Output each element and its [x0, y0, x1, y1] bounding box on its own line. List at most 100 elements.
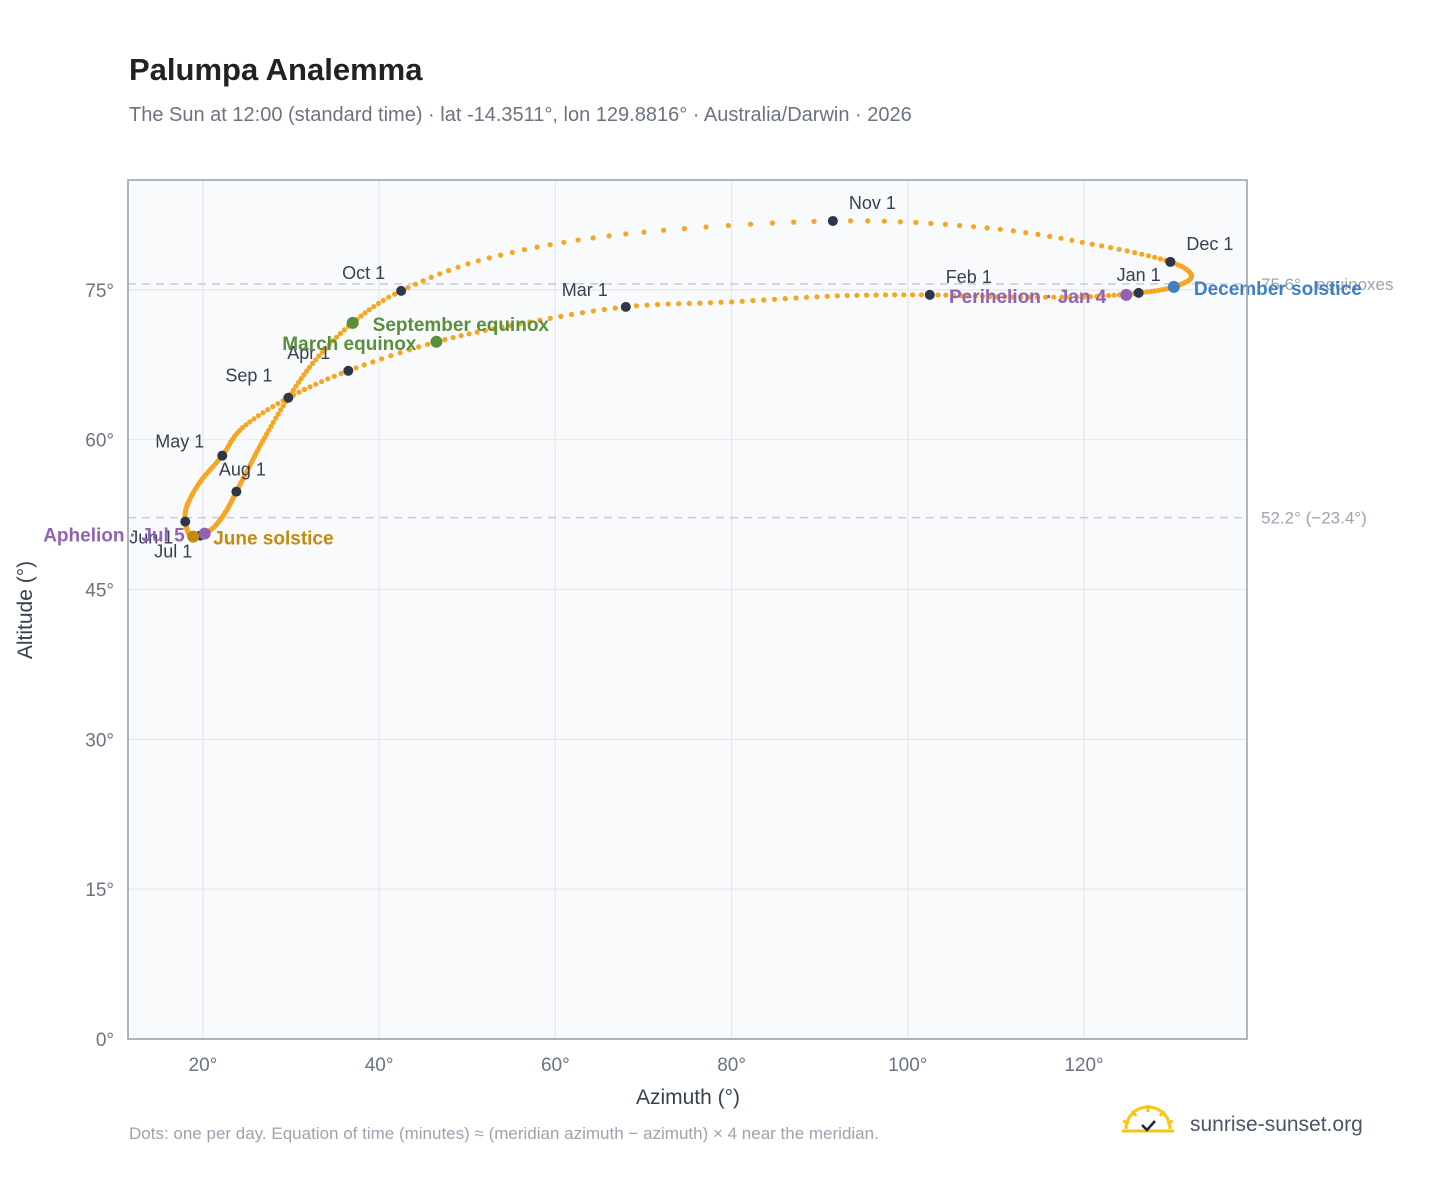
daily-dot [848, 218, 854, 224]
event-label: March equinox [282, 334, 417, 355]
daily-dot [957, 222, 963, 229]
daily-dot [761, 297, 767, 303]
event-marker [1120, 288, 1133, 301]
daily-dot [268, 423, 274, 429]
daily-dot [275, 401, 281, 407]
daily-dot [251, 416, 257, 422]
daily-dot [1139, 251, 1145, 257]
brand[interactable]: sunrise-sunset.org [1120, 1103, 1390, 1147]
daily-dot [633, 303, 640, 309]
daily-dot [791, 219, 797, 225]
daily-dot [970, 224, 977, 230]
month-marker [217, 450, 228, 461]
daily-dot [793, 295, 799, 301]
daily-dot [654, 301, 661, 308]
daily-dot [437, 271, 443, 277]
daily-dot [301, 372, 307, 378]
chart-title: Palumpa Analemma [129, 52, 423, 87]
daily-dot [509, 249, 515, 255]
daily-dot [834, 293, 840, 299]
daily-dot [739, 298, 745, 304]
event-label: June solstice [213, 529, 333, 550]
daily-dot [865, 218, 871, 224]
daily-dot [319, 349, 325, 355]
daily-dot [255, 413, 261, 419]
daily-dot [958, 292, 964, 299]
daily-dot [498, 252, 504, 258]
daily-dot [392, 291, 398, 297]
event-marker [187, 530, 200, 543]
event-marker [1167, 280, 1180, 293]
daily-dot [913, 219, 919, 226]
x-axis-title: Azimuth (°) [636, 1086, 740, 1109]
event-marker [430, 335, 443, 348]
daily-dot [416, 344, 422, 350]
daily-dot [1079, 239, 1085, 245]
daily-dot [1100, 293, 1106, 299]
daily-dot [362, 310, 368, 316]
daily-dot [782, 296, 788, 302]
daily-dot [1035, 231, 1041, 237]
reference-lines: 75.6° · equinoxes 52.2° (−23.4°) [128, 275, 1394, 528]
plot-background [128, 180, 1247, 1039]
daily-dot [561, 239, 567, 245]
daily-dot [405, 285, 411, 291]
daily-dot [338, 370, 344, 377]
daily-dot [729, 299, 735, 305]
axis-ticks: 20° 40° 60° 80° 100° 120° 0° 15° 30° 45° 60° 75° [85, 281, 1103, 1076]
chart-subtitle: The Sun at 12:00 (standard time) · lat -… [129, 104, 912, 126]
daily-dot [499, 324, 505, 330]
month-label: Nov 1 [849, 193, 896, 213]
daily-dot [769, 220, 776, 226]
daily-dot [247, 419, 253, 425]
daily-dot [275, 411, 281, 417]
daily-dot [330, 338, 336, 344]
daily-dot [928, 220, 934, 226]
y-tick-label: 30° [85, 730, 114, 751]
daily-dot [725, 222, 731, 229]
daily-dot [950, 292, 957, 298]
month-label: Oct 1 [342, 263, 385, 283]
daily-dot [313, 357, 319, 363]
daily-dot [397, 350, 403, 356]
daily-dot [697, 300, 703, 306]
daily-dot [901, 292, 907, 298]
daily-dot [290, 387, 296, 393]
daily-dot [892, 292, 898, 298]
daily-dot [844, 292, 850, 299]
daily-dot [323, 345, 329, 352]
y-tick-label: 45° [85, 581, 114, 602]
daily-dot [375, 300, 381, 307]
daily-dot [1106, 293, 1112, 299]
daily-dot [1108, 245, 1114, 251]
daily-dot [1010, 228, 1016, 234]
event-label: September equinox [373, 315, 550, 336]
daily-dot [1051, 294, 1057, 300]
daily-dot [450, 334, 456, 341]
daily-dot [1023, 230, 1029, 236]
daily-dot [379, 356, 385, 362]
month-marker [180, 516, 191, 527]
daily-dot [1067, 294, 1073, 300]
daily-dot [547, 315, 553, 321]
daily-dot [590, 235, 596, 241]
daily-dot [987, 293, 993, 300]
event-marker [346, 316, 359, 329]
daily-dot [270, 404, 276, 410]
daily-dot [979, 293, 986, 299]
month-label: May 1 [155, 432, 204, 452]
daily-dot [882, 292, 889, 298]
daily-dot [353, 365, 359, 371]
daily-dot [1043, 294, 1049, 300]
daily-dot [1047, 233, 1053, 239]
daily-dot [1059, 294, 1065, 300]
month-label: Aug 1 [219, 460, 266, 480]
daily-dot [579, 310, 586, 316]
x-tick-label: 100° [888, 1055, 927, 1076]
daily-dot [273, 415, 279, 421]
daily-dot [337, 330, 343, 337]
x-tick-label: 120° [1064, 1055, 1103, 1076]
daily-dot [665, 301, 671, 307]
